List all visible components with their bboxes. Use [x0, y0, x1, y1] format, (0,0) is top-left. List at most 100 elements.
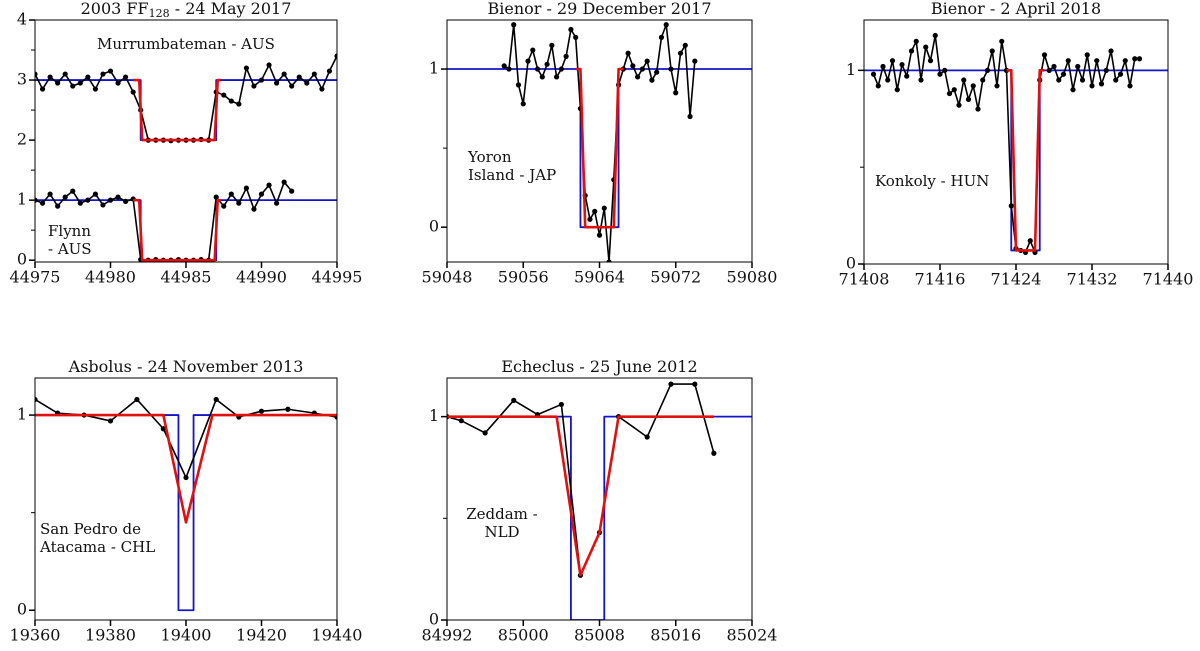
- data-point: [92, 86, 98, 92]
- data-point: [961, 77, 967, 83]
- panel: Bienor - 2 April 2018 71408 71416 71424 7143…: [839, 0, 1194, 289]
- axes-frame: [446, 19, 753, 263]
- x-tick-label: 44980: [85, 268, 136, 287]
- data-point: [885, 77, 891, 83]
- data-point: [134, 396, 140, 403]
- data-point: [673, 90, 679, 96]
- series-line: [1006, 69, 1045, 252]
- series-line: [35, 414, 337, 612]
- data-point: [47, 191, 53, 197]
- series-line: [35, 55, 337, 142]
- title-text: Echeclus - 25 June 2012: [501, 357, 697, 376]
- data-point: [544, 61, 550, 67]
- data-point: [289, 188, 295, 194]
- y-tick-label: 0: [429, 217, 439, 236]
- data-point: [258, 408, 265, 414]
- data-point: [243, 65, 249, 71]
- data-point: [77, 200, 83, 206]
- data-point: [663, 22, 669, 28]
- data-point: [644, 58, 650, 64]
- title-text: - 24 May 2017: [170, 0, 292, 18]
- data-point: [525, 58, 531, 64]
- data-point: [35, 396, 38, 403]
- y-tick-label: 1: [17, 190, 27, 209]
- series-line: [35, 413, 337, 524]
- data-point: [937, 71, 943, 77]
- data-point: [1117, 71, 1124, 77]
- data-point: [1008, 203, 1014, 209]
- title-subscript: 128: [149, 7, 170, 20]
- data-point: [984, 67, 991, 73]
- annotation: Island - JAP: [468, 166, 556, 184]
- series-line: [133, 198, 221, 262]
- data-point: [296, 74, 302, 80]
- data-point: [568, 26, 574, 33]
- x-tick-label: 59056: [498, 268, 549, 287]
- y-tick-label: 1: [429, 59, 439, 78]
- data-point: [77, 80, 83, 86]
- data-point: [908, 48, 915, 54]
- annotation: San Pedro de: [40, 520, 141, 538]
- data-point: [692, 381, 698, 387]
- data-point: [85, 197, 91, 203]
- x-tick-label: 84992: [422, 626, 473, 645]
- data-point: [258, 77, 265, 83]
- data-point: [107, 68, 114, 74]
- data-point: [658, 34, 665, 40]
- data-point: [649, 77, 655, 83]
- title-text: Bienor - 2 April 2018: [931, 0, 1101, 18]
- data-point: [1041, 52, 1048, 58]
- data-point: [228, 98, 234, 104]
- data-point: [1051, 63, 1057, 70]
- data-point: [213, 396, 219, 403]
- data-point: [1065, 58, 1071, 64]
- data-point: [999, 38, 1005, 44]
- x-tick-label: 85000: [498, 626, 549, 645]
- data-point: [558, 66, 564, 72]
- data-point: [549, 42, 555, 48]
- data-point: [285, 406, 291, 412]
- data-point: [458, 418, 464, 424]
- data-point: [326, 68, 333, 74]
- data-point: [601, 205, 607, 211]
- data-point: [304, 80, 310, 86]
- x-tick-label: 85008: [574, 626, 625, 645]
- data-point: [889, 58, 896, 64]
- data-point: [592, 208, 598, 214]
- y-tick-label: 0: [17, 600, 27, 619]
- data-point: [258, 191, 265, 197]
- series-line: [133, 78, 221, 142]
- data-point: [501, 63, 507, 69]
- x-tick-label: 44990: [236, 268, 287, 287]
- data-point: [1046, 67, 1052, 73]
- series-line: [447, 415, 714, 577]
- x-tick-label: 59072: [650, 268, 701, 287]
- data-point: [281, 179, 287, 185]
- data-point: [334, 53, 337, 59]
- data-point: [274, 200, 280, 206]
- panel-title: Bienor - 2 April 2018: [931, 0, 1101, 18]
- panel: Asbolus - 24 November 2013 19360 19380 1940…: [10, 357, 363, 645]
- plot-area: [35, 396, 337, 612]
- data-point: [639, 66, 645, 72]
- y-tick-label: 3: [17, 70, 27, 89]
- series-line: [447, 383, 715, 577]
- axes-frame: [34, 377, 338, 621]
- data-point: [266, 182, 272, 188]
- data-point: [92, 191, 98, 197]
- data-point: [1103, 67, 1109, 73]
- data-point: [606, 259, 612, 262]
- annotation: Murrumbateman - AUS: [97, 35, 275, 53]
- panel: Bienor - 29 December 2017 59048 59056 59064…: [422, 0, 778, 287]
- axes-frame: [34, 19, 338, 263]
- data-point: [1056, 77, 1062, 83]
- data-point: [266, 62, 272, 68]
- data-point: [100, 202, 106, 208]
- x-tick-label: 59048: [422, 268, 473, 287]
- data-point: [70, 188, 76, 194]
- data-point: [511, 397, 517, 403]
- annotation: Zeddam -: [466, 505, 538, 523]
- data-point: [515, 82, 522, 88]
- panel: Echeclus - 25 June 2012 84992 85000 85008 85…: [422, 357, 778, 645]
